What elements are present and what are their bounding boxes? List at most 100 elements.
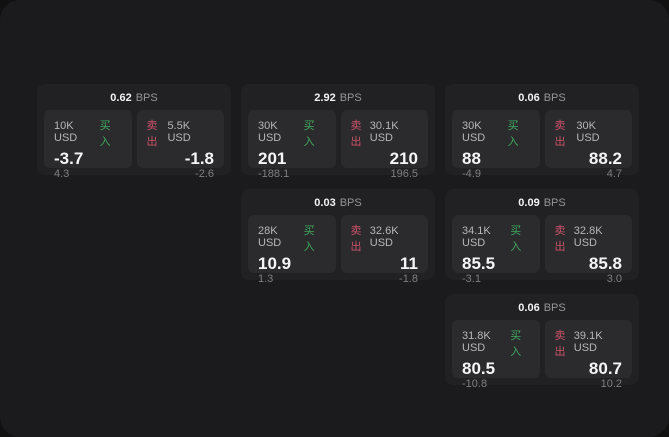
quote-card: 0.09 BPS 34.1K USD 买入 85.5 -3.1 卖出 32.8K … [445, 189, 639, 285]
sell-panel-top: 卖出 32.8K USD [555, 222, 623, 254]
sell-price: 11 [400, 254, 418, 273]
buy-side-label: 买入 [99, 120, 111, 148]
sell-side-label: 卖出 [554, 330, 566, 358]
quote-card: 0.03 BPS 28K USD 买入 10.9 1.3 卖出 32.6K USD… [241, 189, 435, 285]
sell-panel-top: 卖出 32.6K USD [351, 222, 419, 254]
card-header: 0.06 BPS [452, 299, 632, 317]
card-header: 0.03 BPS [248, 194, 428, 212]
sell-panel[interactable]: 卖出 32.6K USD 11 -1.8 [340, 215, 428, 285]
sell-price: 80.7 [588, 359, 622, 378]
sell-price: 88.2 [588, 149, 622, 168]
buy-panel-top: 30K USD 买入 [462, 117, 530, 149]
buy-side-label: 买入 [303, 225, 315, 253]
quote-card: 0.06 BPS 30K USD 买入 88 -4.9 卖出 30K USD 88… [445, 84, 639, 180]
buy-notional: 31.8K USD [462, 330, 491, 354]
quote-card: 0.62 BPS 10K USD 买入 -3.7 4.3 卖出 5.5K USD … [37, 84, 231, 180]
buy-panel-top: 10K USD 买入 [54, 117, 122, 149]
sell-change: 196.5 [390, 168, 418, 180]
buy-panel-top: 34.1K USD 买入 [462, 222, 530, 254]
sell-price: 85.8 [588, 254, 622, 273]
buy-panel[interactable]: 34.1K USD 买入 85.5 -3.1 [452, 215, 540, 285]
sell-panel[interactable]: 卖出 32.8K USD 85.8 3.0 [544, 215, 632, 285]
sell-notional: 39.1K USD [573, 330, 603, 354]
card-header: 0.06 BPS [452, 89, 632, 107]
buy-price: 88 [462, 149, 481, 168]
buy-side-label: 买入 [510, 225, 522, 253]
buy-notional: 28K USD [258, 225, 282, 249]
buy-panel-top: 28K USD 买入 [258, 222, 326, 254]
buy-price: -3.7 [54, 149, 84, 168]
card-header: 0.09 BPS [452, 194, 632, 212]
buy-change: -10.8 [462, 378, 488, 390]
sell-change: 4.7 [606, 168, 622, 180]
buy-change: 4.3 [54, 168, 70, 180]
sell-panel[interactable]: 卖出 5.5K USD -1.8 -2.6 [136, 110, 224, 180]
bps-unit-label: BPS [543, 302, 566, 314]
buy-panel[interactable]: 28K USD 买入 10.9 1.3 [248, 215, 336, 285]
sell-notional: 30.1K USD [369, 120, 399, 144]
quote-card: 0.06 BPS 31.8K USD 买入 80.5 -10.8 卖出 39.1K… [445, 294, 639, 390]
buy-panel[interactable]: 30K USD 买入 201 -188.1 [248, 110, 336, 180]
sell-price: 210 [389, 149, 418, 168]
sell-change: 10.2 [600, 378, 622, 390]
card-header: 0.62 BPS [44, 89, 224, 107]
sell-notional: 5.5K USD [167, 120, 191, 144]
sell-panel[interactable]: 卖出 30.1K USD 210 196.5 [340, 110, 428, 180]
buy-change: -188.1 [258, 168, 290, 180]
buy-change: -4.9 [462, 168, 481, 180]
sell-side-label: 卖出 [350, 225, 362, 253]
sell-panel-top: 卖出 30K USD [555, 117, 623, 149]
sell-panel-top: 卖出 39.1K USD [555, 327, 623, 359]
sell-price: -1.8 [184, 149, 214, 168]
buy-panel[interactable]: 31.8K USD 买入 80.5 -10.8 [452, 320, 540, 390]
sell-change: -2.6 [195, 168, 214, 180]
buy-panel[interactable]: 30K USD 买入 88 -4.9 [452, 110, 540, 180]
bps-unit-label: BPS [543, 92, 566, 104]
quote-grid: 0.62 BPS 10K USD 买入 -3.7 4.3 卖出 5.5K USD … [37, 84, 639, 390]
buy-notional: 10K USD [54, 120, 78, 144]
buy-panel[interactable]: 10K USD 买入 -3.7 4.3 [44, 110, 132, 180]
buy-notional: 34.1K USD [462, 225, 491, 249]
sell-change: -1.8 [399, 273, 418, 285]
quote-panels: 28K USD 买入 10.9 1.3 卖出 32.6K USD 11 -1.8 [248, 215, 428, 285]
buy-price: 80.5 [462, 359, 496, 378]
quote-panels: 10K USD 买入 -3.7 4.3 卖出 5.5K USD -1.8 -2.… [44, 110, 224, 180]
spread-bps-value: 0.06 [518, 92, 540, 104]
sell-notional: 30K USD [576, 120, 600, 144]
buy-change: 1.3 [258, 273, 274, 285]
bps-unit-label: BPS [339, 92, 362, 104]
sell-change: 3.0 [606, 273, 622, 285]
spread-bps-value: 0.06 [518, 302, 540, 314]
buy-panel-top: 31.8K USD 买入 [462, 327, 530, 359]
card-header: 2.92 BPS [248, 89, 428, 107]
buy-notional: 30K USD [462, 120, 486, 144]
buy-price: 85.5 [462, 254, 496, 273]
sell-notional: 32.6K USD [369, 225, 399, 249]
buy-change: -3.1 [462, 273, 481, 285]
quote-card: 2.92 BPS 30K USD 买入 201 -188.1 卖出 30.1K U… [241, 84, 435, 180]
spread-bps-value: 0.09 [518, 197, 540, 209]
spread-bps-value: 2.92 [314, 92, 336, 104]
buy-side-label: 买入 [510, 330, 522, 358]
buy-side-label: 买入 [303, 120, 315, 148]
bps-unit-label: BPS [543, 197, 566, 209]
quote-panels: 30K USD 买入 88 -4.9 卖出 30K USD 88.2 4.7 [452, 110, 632, 180]
sell-side-label: 卖出 [554, 120, 566, 148]
quote-panels: 31.8K USD 买入 80.5 -10.8 卖出 39.1K USD 80.… [452, 320, 632, 390]
buy-side-label: 买入 [507, 120, 519, 148]
sell-panel[interactable]: 卖出 30K USD 88.2 4.7 [544, 110, 632, 180]
quote-panels: 30K USD 买入 201 -188.1 卖出 30.1K USD 210 1… [248, 110, 428, 180]
sell-panel[interactable]: 卖出 39.1K USD 80.7 10.2 [544, 320, 632, 390]
sell-panel-top: 卖出 30.1K USD [351, 117, 419, 149]
buy-panel-top: 30K USD 买入 [258, 117, 326, 149]
buy-price: 10.9 [258, 254, 292, 273]
sell-panel-top: 卖出 5.5K USD [147, 117, 215, 149]
sell-notional: 32.8K USD [573, 225, 603, 249]
sell-side-label: 卖出 [146, 120, 158, 148]
sell-side-label: 卖出 [554, 225, 566, 253]
spread-bps-value: 0.03 [314, 197, 336, 209]
buy-price: 201 [258, 149, 287, 168]
sell-side-label: 卖出 [350, 120, 362, 148]
